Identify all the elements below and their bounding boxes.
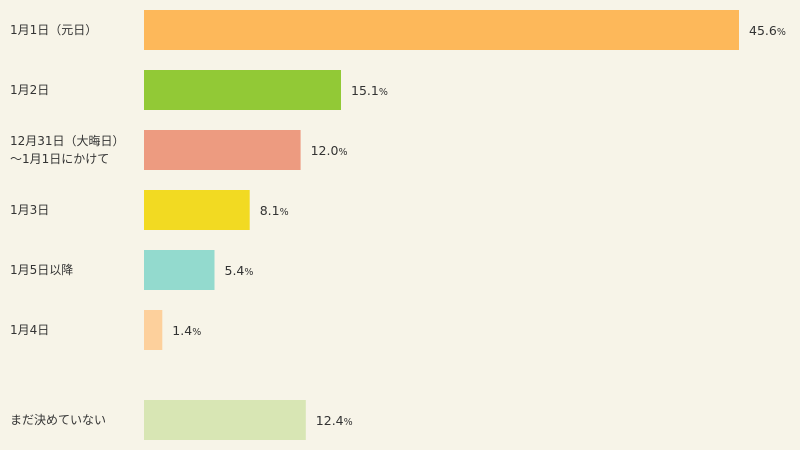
bar-6: [144, 400, 306, 440]
value-label-4: 5.4%: [225, 263, 254, 278]
category-label-2-line-0: 12月31日（大晦日）: [10, 134, 125, 148]
bars-group: 1月1日（元日） 45.6% 1月2日 15.1% 12月31日（大晦日） 〜1月1日にか…: [10, 10, 786, 440]
bar-3: [144, 190, 250, 230]
value-unit-6: %: [344, 417, 353, 428]
value-unit-3: %: [280, 207, 289, 218]
category-label-4: 1月5日以降: [10, 263, 73, 277]
bar-4: [144, 250, 215, 290]
value-unit-2: %: [338, 147, 347, 158]
value-number-3: 8.1: [260, 203, 280, 218]
value-unit-5: %: [192, 327, 201, 338]
category-label-2-line-1: 〜1月1日にかけて: [10, 152, 109, 166]
bar-5: [144, 310, 163, 350]
category-label-5: 1月4日: [10, 323, 49, 337]
bar-1: [144, 70, 341, 110]
value-label-6: 12.4%: [316, 413, 353, 428]
value-unit-4: %: [244, 267, 253, 278]
value-number-5: 1.4: [172, 323, 192, 338]
value-label-3: 8.1%: [260, 203, 289, 218]
value-number-0: 45.6: [749, 23, 777, 38]
category-label-6: まだ決めていない: [10, 413, 106, 427]
value-number-4: 5.4: [225, 263, 245, 278]
bar-2: [144, 130, 301, 170]
bar-0: [144, 10, 739, 50]
value-label-1: 15.1%: [351, 83, 388, 98]
category-label-0: 1月1日（元日）: [10, 23, 97, 37]
category-label-1: 1月2日: [10, 83, 49, 97]
value-number-1: 15.1: [351, 83, 379, 98]
value-unit-1: %: [379, 87, 388, 98]
value-number-2: 12.0: [311, 143, 339, 158]
value-label-5: 1.4%: [172, 323, 201, 338]
category-label-3: 1月3日: [10, 203, 49, 217]
value-number-6: 12.4: [316, 413, 344, 428]
value-unit-0: %: [777, 27, 786, 38]
value-label-0: 45.6%: [749, 23, 786, 38]
value-label-2: 12.0%: [311, 143, 348, 158]
